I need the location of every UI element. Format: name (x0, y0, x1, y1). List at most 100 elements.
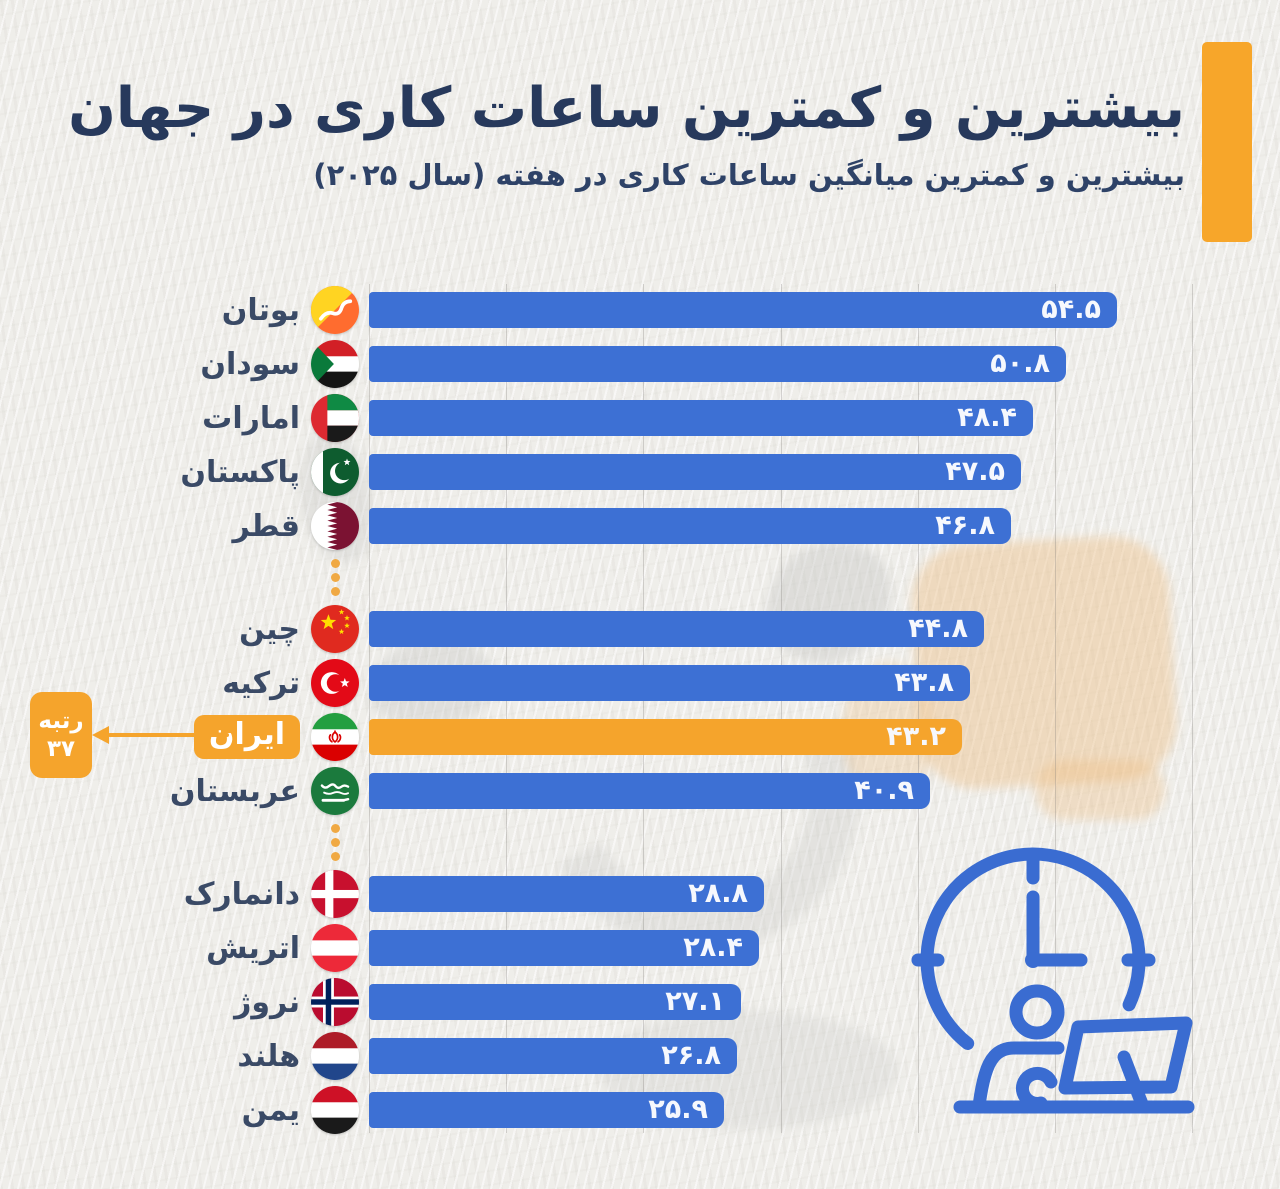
sudan-flag-icon (311, 340, 359, 388)
denmark-flag-icon (311, 870, 359, 918)
country-bar: ۴۶.۸ (369, 508, 1011, 544)
country-row-2: سودان ۵۰.۸ (0, 337, 1280, 391)
person-body (972, 1041, 1065, 1113)
country-row-12: نروژ ۲۷.۱ (0, 975, 1280, 1029)
country-bar: ۲۷.۱ (369, 984, 741, 1020)
country-row-8: ایران ۴۳.۲ (0, 710, 1280, 764)
bar-value-label: ۴۴.۸ (908, 612, 968, 644)
country-bar: ۲۵.۹ (369, 1092, 724, 1128)
pakistan-flag-icon (311, 448, 359, 496)
country-label: نروژ (0, 986, 300, 1019)
rank-connector-line (108, 733, 229, 737)
bar-value-label: ۲۸.۴ (683, 931, 743, 963)
uae-flag-icon (311, 394, 359, 442)
country-row-9: عربستان ۴۰.۹ (0, 764, 1280, 818)
country-label-text: دانمارک (183, 876, 300, 912)
group-separator (0, 553, 1280, 602)
country-bar: ۵۴.۵ (369, 292, 1117, 328)
country-label: قطر (0, 510, 300, 543)
country-row-13: هلند ۲۶.۸ (0, 1029, 1280, 1083)
bar-value-label: ۵۰.۸ (990, 347, 1050, 379)
country-label-text: ایران (193, 715, 300, 759)
person-arm (1016, 1066, 1058, 1110)
iran-rank-badge: رتبه ۳۷ (30, 692, 92, 778)
laptop-stand (1117, 1050, 1149, 1111)
rank-badge-number: ۳۷ (46, 736, 76, 762)
qatar-flag-icon (311, 502, 359, 550)
saudi-arabia-flag-icon (311, 767, 359, 815)
country-bar: ۴۸.۴ (369, 400, 1033, 436)
country-row-11: اتریش ۲۸.۴ (0, 921, 1280, 975)
country-row-6: چین ۴۴.۸ (0, 602, 1280, 656)
country-bar: ۲۶.۸ (369, 1038, 737, 1074)
country-label: ترکیه (0, 667, 300, 700)
country-label: امارات (0, 402, 300, 435)
bar-value-label: ۴۶.۸ (935, 509, 995, 541)
country-label: عربستان (0, 775, 300, 808)
vertical-ellipsis-dots-icon (331, 559, 340, 596)
country-label-text: هلند (237, 1038, 300, 1074)
netherlands-flag-icon (311, 1032, 359, 1080)
bar-value-label: ۵۴.۵ (1041, 293, 1101, 325)
country-label-text: چین (239, 611, 300, 647)
country-bar: ۲۸.۸ (369, 876, 764, 912)
country-bar: ۵۰.۸ (369, 346, 1066, 382)
norway-flag-icon (311, 978, 359, 1026)
iran-flag-icon (311, 713, 359, 761)
country-bar: ۴۳.۸ (369, 665, 970, 701)
country-label-text: اتریش (206, 930, 300, 966)
bar-value-label: ۴۸.۴ (957, 401, 1017, 433)
bar-value-label: ۴۷.۵ (945, 455, 1005, 487)
country-label-text: پاکستان (180, 454, 300, 490)
country-label-text: سودان (200, 346, 300, 382)
country-row-5: قطر ۴۶.۸ (0, 499, 1280, 553)
bhutan-flag-icon (311, 286, 359, 334)
country-label-text: نروژ (234, 984, 300, 1020)
title-accent-bar (1202, 42, 1252, 242)
clock-rim (920, 847, 1146, 1050)
clock-center-dot (1025, 952, 1041, 968)
yemen-flag-icon (311, 1086, 359, 1134)
country-bar: ۴۴.۸ (369, 611, 984, 647)
country-label: دانمارک (0, 878, 300, 911)
country-bar: ۴۷.۵ (369, 454, 1021, 490)
country-bar: ۲۸.۴ (369, 930, 759, 966)
group-separator (0, 818, 1280, 867)
country-row-4: پاکستان ۴۷.۵ (0, 445, 1280, 499)
country-label-text: عربستان (169, 773, 300, 809)
person-head (1009, 984, 1065, 1040)
country-row-3: امارات ۴۸.۴ (0, 391, 1280, 445)
country-label-text: قطر (232, 508, 300, 544)
laptop-screen (1058, 1016, 1193, 1095)
country-label: سودان (0, 348, 300, 381)
country-label-text: بوتان (221, 292, 300, 328)
country-label-text: یمن (241, 1092, 300, 1128)
page-subtitle: بیشترین و کمترین میانگین ساعات کاری در ه… (313, 158, 1185, 192)
country-row-1: بوتان ۵۴.۵ (0, 283, 1280, 337)
country-label: بوتان (0, 294, 300, 327)
bar-value-label: ۲۵.۹ (648, 1093, 708, 1125)
china-flag-icon (311, 605, 359, 653)
bar-value-label: ۲۸.۸ (688, 877, 748, 909)
bar-value-label: ۴۳.۸ (894, 666, 954, 698)
bar-value-label: ۴۳.۲ (886, 720, 946, 752)
country-bar: ۴۳.۲ (369, 719, 962, 755)
country-label-text: ترکیه (222, 665, 300, 701)
country-label: چین (0, 613, 300, 646)
country-row-14: یمن ۲۵.۹ (0, 1083, 1280, 1137)
country-row-7: ترکیه ۴۳.۸ (0, 656, 1280, 710)
rank-badge-label: رتبه (38, 707, 84, 734)
bar-value-label: ۲۷.۱ (665, 985, 725, 1017)
country-label: پاکستان (0, 456, 300, 489)
country-bar: ۴۰.۹ (369, 773, 930, 809)
rank-connector-arrowhead-icon (92, 726, 109, 744)
country-label: هلند (0, 1040, 300, 1073)
country-row-10: دانمارک ۲۸.۸ (0, 867, 1280, 921)
page-title: بیشترین و کمترین ساعات کاری در جهان (68, 75, 1186, 141)
bar-value-label: ۲۶.۸ (661, 1039, 721, 1071)
country-label: یمن (0, 1094, 300, 1127)
turkey-flag-icon (311, 659, 359, 707)
country-label-text: امارات (202, 400, 300, 436)
austria-flag-icon (311, 924, 359, 972)
clock-person-laptop-illustration (911, 847, 1195, 1114)
